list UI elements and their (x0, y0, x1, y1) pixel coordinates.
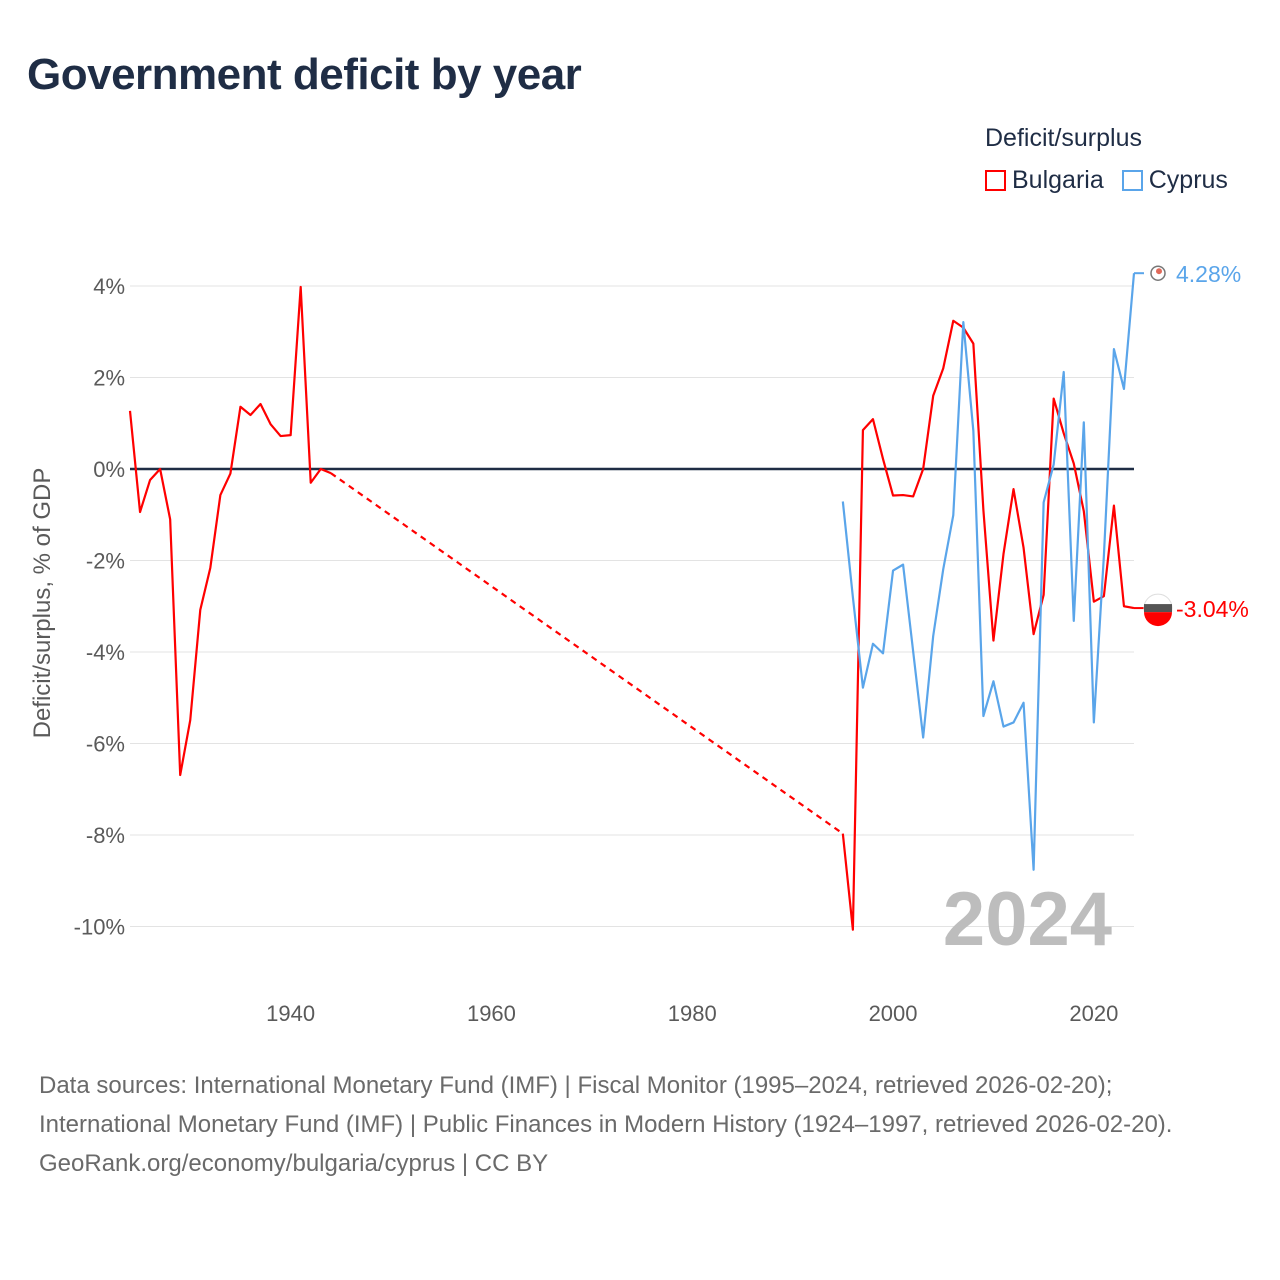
year-watermark: 2024 (943, 877, 1112, 962)
end-label-bulgaria: -3.04% (1176, 596, 1249, 622)
x-tick-label: 1960 (467, 1001, 516, 1026)
y-axis-ticks: 4% 2% 0% -2% -4% -6% -8% -10% (74, 274, 125, 940)
footer: Data sources: International Monetary Fun… (39, 1066, 1239, 1183)
legend-label-cyprus: Cyprus (1148, 166, 1228, 194)
flag-red (1144, 612, 1172, 627)
legend-item-bulgaria[interactable]: Bulgaria (985, 166, 1104, 195)
line-bulgaria (128, 285, 332, 777)
y-tick-label: -8% (86, 823, 125, 848)
y-tick-label: 0% (93, 457, 125, 482)
end-label-cyprus: 4.28% (1176, 261, 1241, 287)
attribution[interactable]: GeoRank.org/economy/bulgaria/cyprus | CC… (39, 1150, 549, 1177)
x-tick-label: 2000 (869, 1001, 918, 1026)
y-tick-label: 2% (93, 366, 125, 391)
y-tick-label: -2% (86, 549, 125, 574)
y-tick-label: -6% (86, 732, 125, 757)
x-tick-label: 1940 (266, 1001, 315, 1026)
legend: Bulgaria Cyprus (985, 166, 1228, 195)
x-tick-label: 1980 (668, 1001, 717, 1026)
legend-label-bulgaria: Bulgaria (1012, 166, 1104, 194)
y-tick-label: -10% (74, 915, 125, 940)
gap-line-bulgaria (330, 472, 844, 835)
x-tick-label: 2020 (1069, 1001, 1118, 1026)
line-bulgaria (841, 319, 1135, 931)
gridlines (130, 285, 1134, 927)
end-markers: -3.04% 4.28% (1134, 261, 1249, 627)
y-axis-label: Deficit/surplus, % of GDP (29, 468, 56, 739)
line-chart: 4% 2% 0% -2% -4% -6% -8% -10% 1940 1960 1980 2000 2… (29, 261, 1249, 1026)
legend-swatch-bulgaria (985, 170, 1006, 191)
y-tick-label: 4% (93, 274, 125, 299)
chart-title: Government deficit by year (27, 50, 582, 99)
series-lines (128, 273, 1136, 931)
legend-swatch-cyprus (1121, 170, 1143, 191)
cyprus-flag-icon (1150, 265, 1166, 281)
legend-title: Deficit/surplus (985, 124, 1142, 152)
flag-map (1156, 268, 1162, 275)
line-cyprus (841, 273, 1136, 871)
bulgaria-flag-icon (1143, 593, 1173, 627)
x-axis-ticks: 1940 1960 1980 2000 2020 (266, 1001, 1118, 1026)
flag-band (1144, 604, 1172, 613)
data-sources: Data sources: International Monetary Fun… (39, 1072, 1173, 1138)
y-tick-label: -4% (86, 640, 125, 665)
legend-item-cyprus[interactable]: Cyprus (1121, 166, 1228, 195)
